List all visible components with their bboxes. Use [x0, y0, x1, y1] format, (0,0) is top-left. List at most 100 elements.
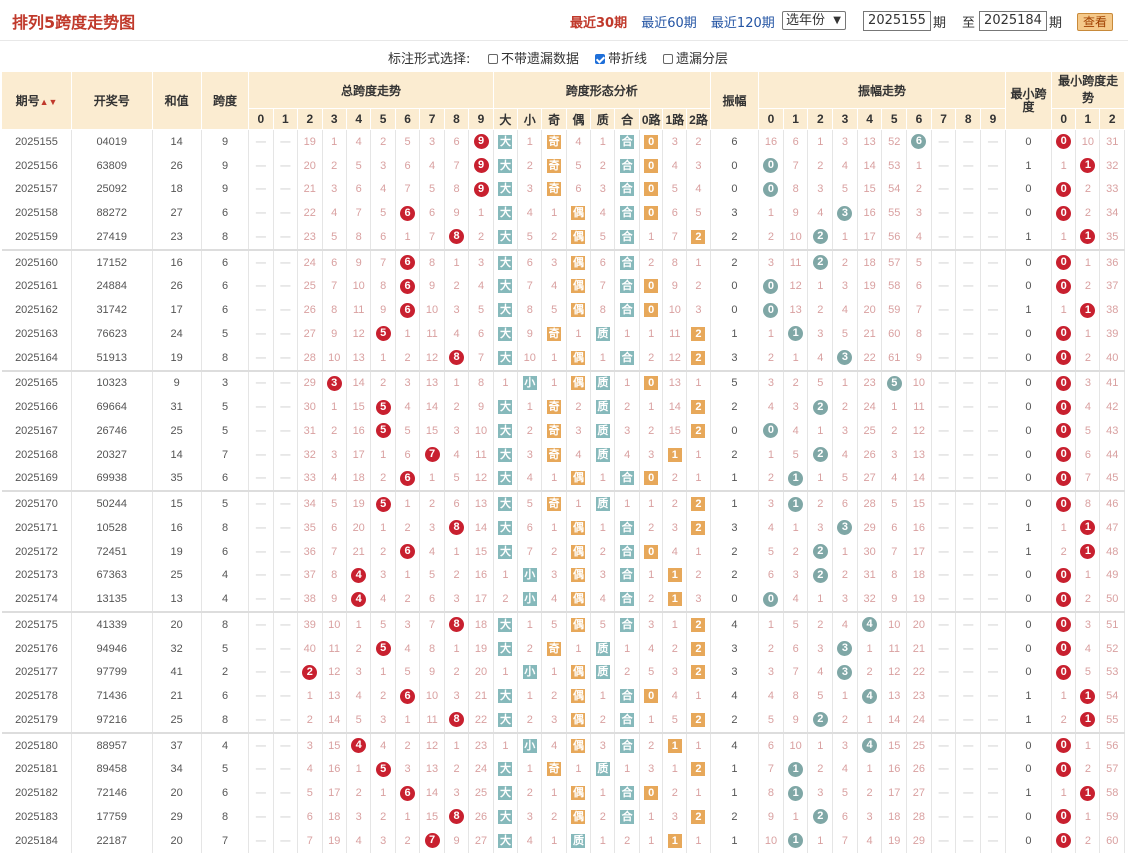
miss-value: 一: [279, 499, 291, 512]
form-value: 小: [522, 376, 537, 391]
table-row: 2025164 51913 19 8 一一 28 10 13 1 2 12 8 7 大 10 1 偶 1 合 2 12 2…: [2, 345, 1125, 371]
amp-trend-cell: 0: [758, 419, 784, 443]
option-no-miss[interactable]: 不带遗漏数据: [488, 48, 579, 67]
amp-cell: 5: [710, 369, 760, 396]
sort-icon[interactable]: ▲▼: [39, 97, 58, 107]
miss-value: 3: [404, 377, 411, 390]
checkbox-icon[interactable]: [595, 54, 605, 64]
option-layered[interactable]: 遗漏分层: [663, 48, 728, 67]
form-value: 大: [498, 471, 513, 486]
span-trend-cell: 9: [444, 828, 470, 853]
miss-value: 一: [987, 281, 999, 294]
miss-value: 一: [255, 691, 267, 704]
form-cell: 1: [590, 345, 616, 371]
span-trend-cell: 一: [273, 442, 299, 467]
form-value: 6: [575, 183, 582, 196]
to-issue-input[interactable]: 2025184: [979, 11, 1047, 31]
form-cell: 4: [590, 587, 616, 612]
form-value: 1: [551, 666, 558, 679]
amp-cell: 3: [710, 516, 760, 540]
min-span-cell: 1: [1005, 781, 1053, 805]
span-trend-cell: 5: [370, 757, 396, 782]
miss-value: 一: [279, 425, 291, 438]
form-value: 小: [522, 592, 537, 607]
form-cell: 大: [493, 248, 519, 275]
miss-value: 一: [987, 449, 999, 462]
miss-value: 一: [255, 257, 267, 270]
amp-trend-cell: 2: [881, 419, 908, 443]
span-trend-cell: 3: [395, 611, 421, 637]
span-trend-cell: 1: [322, 129, 347, 154]
query-button[interactable]: 查看: [1077, 13, 1113, 31]
span-trend-cell: 1: [395, 490, 421, 516]
miss-value: 一: [938, 835, 950, 848]
table-row: 2025163 76623 24 5 一一 27 9 12 5 1 11 4 6 大 9 奇 1 质 1 1 11 2 1 1…: [2, 322, 1125, 346]
amp-trend-cell: 1: [857, 636, 883, 661]
form-cell: 偶: [566, 805, 592, 829]
miss-value: 一: [987, 764, 999, 777]
range-link-30[interactable]: 最近30期: [570, 16, 628, 31]
amp-trend-cell: 15: [906, 490, 932, 516]
span-trend-cell: 8: [322, 298, 347, 322]
from-issue-input[interactable]: 2025155: [863, 11, 931, 31]
form-cell: 2: [590, 708, 616, 733]
form-cell: 3: [541, 563, 567, 588]
miss-value: 37: [1106, 280, 1119, 293]
form-value: 偶: [571, 520, 586, 535]
span-trend-cell: 一: [248, 201, 274, 225]
form-value: 2: [691, 712, 706, 727]
min-trend-cell: 4: [1075, 395, 1101, 419]
header-issue[interactable]: 期号▲▼: [2, 72, 72, 130]
miss-value: 1: [1084, 810, 1091, 823]
min-trend-cell: 1: [1075, 298, 1101, 322]
form-value: 7: [671, 230, 678, 243]
sum-cell: 20: [152, 828, 202, 853]
span-trend-cell: 13: [322, 684, 347, 708]
amp-trend-cell: 3: [758, 248, 784, 275]
miss-value: 2: [841, 256, 849, 269]
range-link-60[interactable]: 最近60期: [641, 16, 697, 31]
form-value: 14: [668, 401, 681, 414]
form-value: 0: [644, 544, 659, 559]
amp-hit-ball: 4: [862, 738, 878, 754]
checkbox-icon[interactable]: [663, 54, 673, 64]
miss-value: 2: [355, 642, 362, 655]
miss-value: 13: [888, 690, 901, 703]
range-link-120[interactable]: 最近120期: [710, 16, 775, 31]
amp-trend-cell: 8: [758, 781, 784, 805]
miss-value: 1: [453, 256, 460, 269]
min-trend-cell: 7: [1075, 466, 1101, 492]
form-cell: 7: [517, 274, 543, 299]
amp-trend-cell: 一: [980, 516, 1006, 540]
amp-trend-cell: 52: [881, 129, 908, 154]
checkbox-icon[interactable]: [488, 54, 498, 64]
min-trend-cell: 0: [1051, 345, 1077, 371]
form-cell: 1: [639, 490, 664, 516]
span-trend-cell: 一: [248, 516, 274, 540]
option-label: 不带遗漏数据: [501, 52, 580, 67]
miss-value: 一: [987, 570, 999, 583]
span-trend-cell: 9: [370, 298, 396, 322]
table-row: 2025170 50244 15 5 一一 34 5 19 5 1 2 6 13 大 5 奇 1 质 1 1 2 2 1 3 1…: [2, 490, 1125, 516]
miss-value: 53: [1106, 666, 1119, 679]
miss-value: 一: [962, 352, 974, 365]
form-value: 3: [551, 569, 558, 582]
span-hit-ball: 6: [400, 255, 416, 271]
draw-cell: 76623: [71, 322, 153, 346]
form-value: 偶: [571, 592, 586, 607]
span-trend-cell: 9: [322, 322, 347, 346]
span-trend-cell: 9: [419, 660, 445, 685]
amp-trend-cell: 一: [980, 225, 1006, 250]
min-hit-ball: 0: [1056, 255, 1072, 271]
draw-cell: 25092: [71, 177, 153, 202]
miss-value: 一: [255, 184, 267, 197]
min-trend-cell: 0: [1051, 248, 1077, 275]
miss-value: 2: [817, 618, 824, 631]
year-select[interactable]: 选年份 ▼: [782, 11, 846, 30]
draw-cell: 24884: [71, 274, 153, 299]
amp-trend-cell: 1: [783, 516, 809, 540]
form-value: 1: [526, 618, 533, 631]
form-value: 8: [599, 304, 606, 317]
span-trend-cell: 12: [346, 322, 372, 346]
option-with-line[interactable]: 带折线: [595, 48, 647, 67]
